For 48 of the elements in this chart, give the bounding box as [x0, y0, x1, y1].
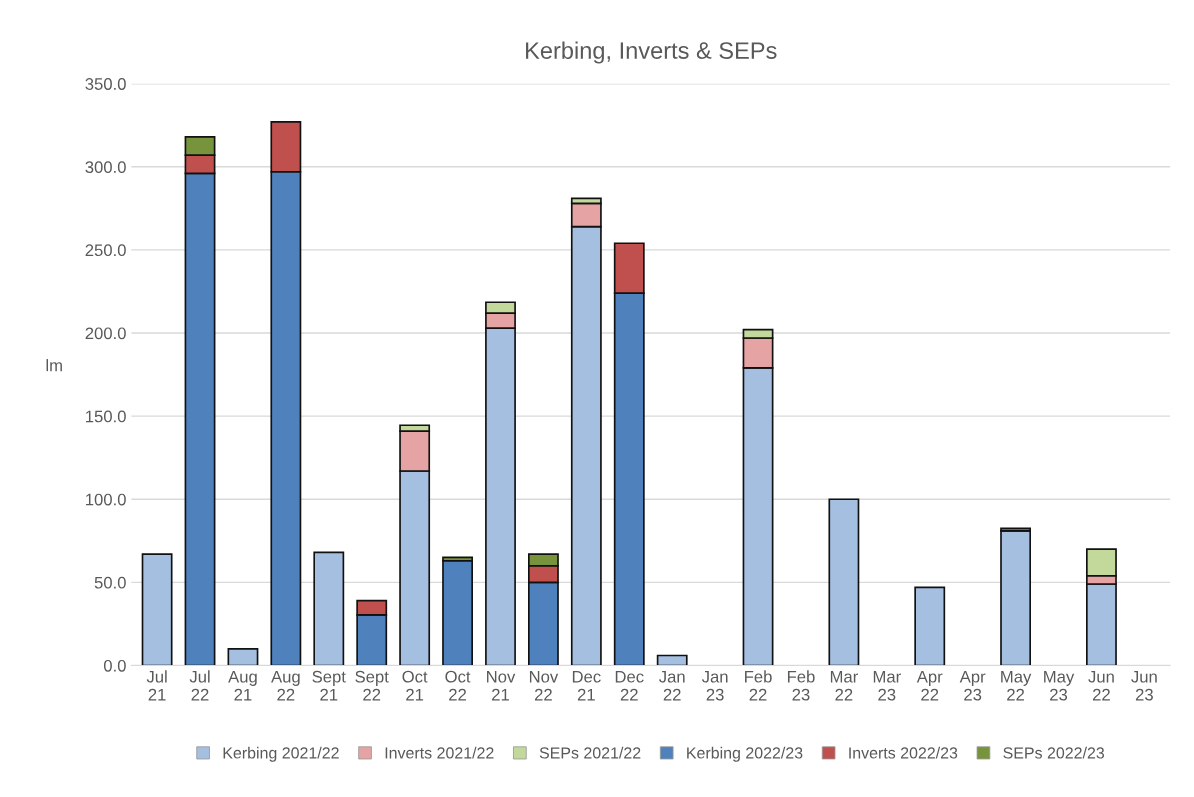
x-tick-label: Sept 21 [312, 670, 346, 701]
x-tick-label: Jan 22 [659, 670, 685, 701]
x-tick-label: Dec 21 [572, 670, 601, 701]
x-tick-label: Jul 21 [146, 670, 167, 701]
bar [656, 654, 688, 666]
bar [313, 551, 345, 666]
bar [141, 553, 173, 666]
y-tick-label: 250.0 [85, 244, 126, 257]
x-tick-label: Apr 22 [916, 670, 943, 701]
x-tick-label: May 22 [1001, 670, 1032, 701]
bar [442, 559, 473, 666]
y-axis-title: lm [46, 359, 62, 372]
x-tick-label: Oct 22 [445, 670, 471, 701]
legend-label: Kerbing 2021/22 [223, 746, 339, 762]
legend-label: Kerbing 2022/23 [687, 746, 803, 762]
legend-label: Inverts 2021/22 [385, 746, 494, 759]
legend-label: Inverts 2022/23 [849, 746, 958, 759]
x-tick-label: Feb 22 [745, 670, 772, 701]
bar [227, 648, 259, 666]
y-tick-label: 50.0 [94, 576, 126, 589]
legend-label: SEPs 2022/23 [1003, 746, 1105, 759]
x-tick-label: Nov 22 [529, 670, 559, 701]
y-tick-label: 100.0 [86, 493, 126, 506]
x-tick-label: May 23 [1044, 670, 1075, 701]
x-tick-label: Oct 21 [402, 670, 428, 701]
bar [1000, 530, 1032, 666]
x-tick-label: Jun 22 [1088, 670, 1114, 701]
chart-title: Kerbing, Inverts & SEPs [526, 41, 777, 64]
y-tick-label: 200.0 [85, 327, 126, 340]
x-tick-label: Jan 23 [701, 670, 728, 701]
x-tick-label: Mar 22 [830, 670, 858, 701]
x-tick-label: Sept 22 [355, 670, 389, 701]
x-tick-label: Mar 23 [873, 670, 901, 701]
x-tick-label: Aug 21 [228, 670, 257, 701]
x-tick-label: Nov 21 [487, 670, 516, 701]
x-tick-label: Apr 23 [959, 670, 986, 701]
x-tick-label: Aug 22 [271, 670, 300, 701]
x-tick-label: Dec 22 [615, 670, 644, 701]
legend-label: SEPs 2021/22 [539, 746, 641, 759]
y-tick-label: 300.0 [85, 161, 126, 173]
bar [914, 586, 946, 666]
x-tick-label: Jul 22 [189, 670, 210, 701]
x-tick-label: Jun 23 [1131, 670, 1157, 701]
y-tick-label: 150.0 [86, 410, 126, 423]
y-tick-label: 0.0 [103, 659, 126, 672]
y-tick-label: 350.0 [85, 78, 126, 90]
bar [828, 498, 860, 666]
x-tick-label: Feb 23 [787, 670, 815, 701]
